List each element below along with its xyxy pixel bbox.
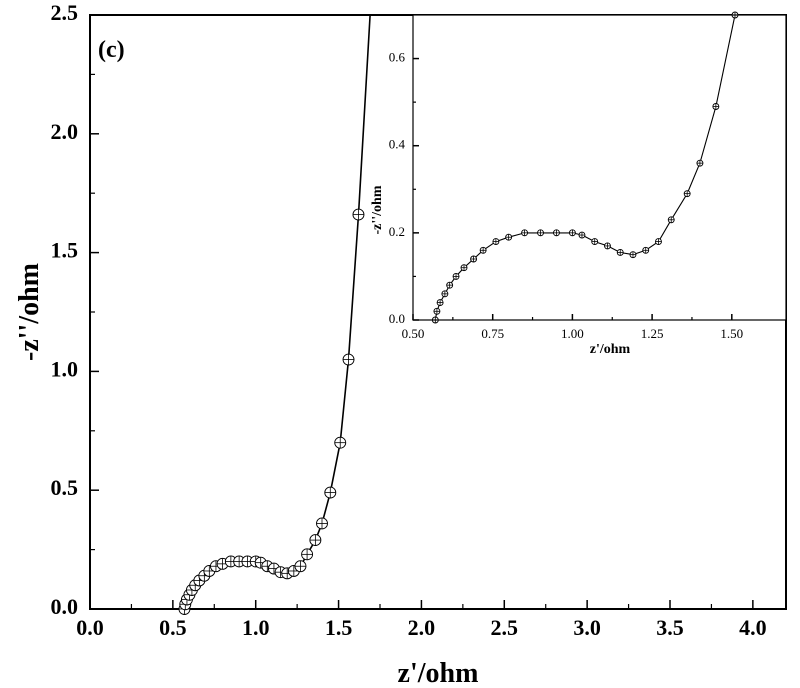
main-x-tick-label: 2.5 [491, 615, 519, 640]
inset-data-point [446, 281, 454, 289]
inset-y-tick-label: 0.6 [389, 50, 406, 65]
inset-data-point [616, 249, 624, 256]
inset-data-point [667, 216, 675, 224]
inset-plot-frame [412, 14, 787, 321]
inset-data-point [470, 255, 478, 263]
main-y-tick-label: 2.0 [51, 119, 79, 144]
inset-data-point [460, 264, 468, 272]
inset-data-point [655, 238, 662, 246]
main-data-point [342, 353, 355, 366]
inset-data-point [578, 231, 586, 239]
inset-x-axis-title: z'/ohm [590, 342, 631, 357]
main-x-tick-label: 0.0 [76, 615, 104, 640]
main-y-tick-label: 0.5 [51, 475, 79, 500]
main-data-point [301, 548, 314, 561]
main-x-tick-label: 0.5 [159, 615, 187, 640]
main-data-point [334, 436, 347, 449]
inset-data-point [604, 242, 611, 250]
main-x-axis-title: z'/ohm [398, 658, 479, 688]
main-y-tick-label: 1.0 [51, 356, 79, 381]
main-x-tick-label: 3.5 [656, 615, 684, 640]
inset-y-axis-title: -z''/ohm [370, 185, 385, 234]
inset-data-point [683, 190, 691, 198]
inset-data-point [712, 103, 720, 110]
inset-data-point [492, 238, 500, 246]
inset-data-point [452, 272, 460, 280]
inset-data-point [537, 229, 544, 237]
main-y-tick-label: 0.0 [51, 594, 79, 619]
main-plot: 0.0 0.5 1.0 1.5 2.0 2.5 3.0 3.5 4.0 0.0 0.5 1.0 1.5… [14, 0, 787, 688]
inset-background [413, 15, 786, 320]
inset-x-tick-label: 0.75 [481, 326, 504, 341]
panel-label: (c) [98, 37, 125, 63]
inset-data-point [553, 229, 560, 237]
main-data-point [316, 517, 328, 530]
main-series-line [183, 14, 371, 610]
main-x-tick-label: 3.0 [573, 615, 601, 640]
inset-data-point [629, 251, 637, 259]
inset-data-point [642, 246, 650, 254]
inset-x-tick-label: 1.00 [561, 326, 584, 341]
main-y-tick-label: 2.5 [51, 0, 79, 25]
inset-data-point [568, 229, 576, 237]
main-x-tick-label: 2.0 [408, 615, 436, 640]
inset-x-tick-label: 0.50 [402, 326, 425, 341]
inset-plot: 0.50 0.75 1.00 1.25 1.50 0.0 0.2 0.4 0.6 z'/ohm… [370, 11, 787, 357]
inset-x-tick-label: 1.25 [641, 326, 664, 341]
inset-data-point [479, 246, 487, 254]
inset-data-point [436, 299, 444, 307]
inset-data-point [591, 238, 599, 246]
inset-data-point [433, 307, 441, 315]
main-y-tick-label: 1.5 [51, 238, 79, 263]
main-data-point [294, 560, 307, 573]
main-data-point [352, 208, 365, 221]
inset-x-tick-label: 1.50 [720, 326, 743, 341]
main-x-tick-label: 1.5 [325, 615, 353, 640]
inset-data-point [505, 233, 513, 241]
inset-data-point [441, 290, 449, 298]
main-data-point [324, 486, 337, 499]
inset-y-tick-label: 0.4 [389, 137, 406, 152]
inset-y-tick-label: 0.2 [389, 224, 405, 239]
main-x-tick-label: 4.0 [739, 615, 767, 640]
inset-y-tick-label: 0.0 [389, 311, 405, 326]
main-data-point [309, 534, 322, 547]
inset-data-point [696, 159, 704, 167]
main-x-tick-label: 1.0 [242, 615, 270, 640]
main-y-axis-title: -z''/ohm [14, 263, 45, 361]
inset-data-point [521, 229, 529, 237]
